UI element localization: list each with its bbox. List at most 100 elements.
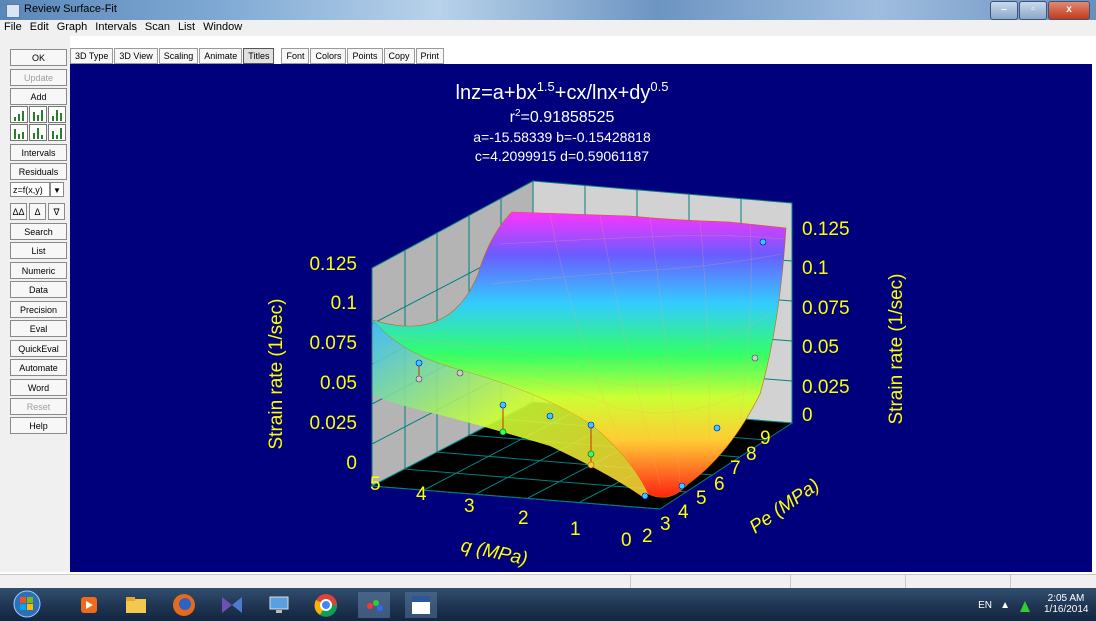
- word-app-icon[interactable]: [405, 592, 437, 618]
- chart-icon-row-1: [10, 106, 67, 123]
- box-edge: [371, 485, 661, 510]
- eval-button[interactable]: Eval: [10, 320, 67, 337]
- word-button[interactable]: Word: [10, 379, 67, 396]
- menu-scan[interactable]: Scan: [144, 21, 170, 33]
- clock-date: 1/16/2014: [1044, 604, 1089, 615]
- residuals-button[interactable]: Residuals: [10, 163, 67, 180]
- numeric-button[interactable]: Numeric: [10, 262, 67, 279]
- parameters-line-1: a=-15.58339 b=-0.15428818: [473, 129, 651, 145]
- bowtie-app-icon[interactable]: [218, 592, 246, 618]
- left-axis-ticks: 0.125 0.1 0.075 0.05 0.025 0: [309, 254, 357, 474]
- left-axis-label: Strain rate (1/sec): [266, 299, 287, 450]
- sort-ascending-button[interactable]: Δ: [29, 203, 46, 220]
- pe-tick-label: 2: [642, 526, 653, 547]
- data-point: [587, 450, 595, 458]
- data-button[interactable]: Data: [10, 281, 67, 298]
- app-icon: [6, 4, 20, 18]
- titles-button[interactable]: Titles: [243, 48, 275, 64]
- data-point: [499, 401, 507, 409]
- font-button[interactable]: Font: [281, 48, 310, 64]
- precision-button[interactable]: Precision: [10, 301, 67, 318]
- clock[interactable]: 2:05 AM 1/16/2014: [1044, 593, 1089, 615]
- menu-intervals[interactable]: Intervals: [95, 21, 137, 33]
- bar-chart-icon[interactable]: [10, 106, 28, 123]
- surface-mesh: [389, 213, 785, 485]
- menu-edit[interactable]: Edit: [29, 21, 49, 33]
- graph-area[interactable]: lnz=a+bx1.5+cx/lnx+dy0.5 r2=0.91858525 a…: [70, 64, 1092, 572]
- q-axis-label: q (MPa): [459, 535, 529, 570]
- menu-graph[interactable]: Graph: [56, 21, 88, 33]
- pe-tick-label: 3: [660, 514, 671, 535]
- bar-chart-icon[interactable]: [29, 106, 47, 123]
- chrome-icon[interactable]: [312, 592, 340, 618]
- left-command-panel: OK Update Add Intervals Residuals z=f(x,…: [0, 36, 70, 572]
- file-explorer-icon[interactable]: [122, 592, 150, 618]
- right-axis-label: Strain rate (1/sec): [886, 274, 907, 425]
- scaling-button[interactable]: Scaling: [158, 48, 199, 64]
- sort-descending-button[interactable]: ∇: [48, 203, 65, 220]
- 3d-type-button[interactable]: 3D Type: [70, 48, 114, 64]
- chart-icon-row-2: [10, 124, 67, 141]
- data-point: [499, 428, 507, 436]
- reset-button[interactable]: Reset: [10, 398, 67, 415]
- print-button[interactable]: Print: [415, 48, 445, 64]
- intervals-button[interactable]: Intervals: [10, 144, 67, 161]
- sort-ascending-double-button[interactable]: ΔΔ: [10, 203, 27, 220]
- window-title-bar[interactable]: Review Surface-Fit – ▫ x: [0, 0, 1096, 20]
- 3d-view-button[interactable]: 3D View: [114, 48, 158, 64]
- surface-front-face: [373, 320, 648, 498]
- ok-button[interactable]: OK: [10, 49, 67, 66]
- animate-button[interactable]: Animate: [199, 48, 243, 64]
- remote-desktop-icon[interactable]: [265, 592, 293, 618]
- data-point: [456, 369, 464, 377]
- bar-chart-icon[interactable]: [29, 124, 47, 141]
- close-button[interactable]: x: [1048, 1, 1090, 20]
- window-title: Review Surface-Fit: [24, 3, 117, 15]
- bar-chart-icon[interactable]: [10, 124, 28, 141]
- menu-bar: File Edit Graph Intervals Scan List Window: [0, 20, 1096, 36]
- automate-button[interactable]: Automate: [10, 359, 67, 376]
- pe-tick-label: 6: [714, 474, 725, 495]
- maximize-button[interactable]: ▫: [1019, 1, 1047, 20]
- pe-axis-label: Pe (MPa): [746, 475, 824, 538]
- pe-tick-label: 4: [678, 502, 689, 523]
- network-flag-icon[interactable]: [1018, 599, 1032, 613]
- menu-file[interactable]: File: [4, 21, 22, 33]
- copy-button[interactable]: Copy: [383, 48, 415, 64]
- list-button[interactable]: List: [10, 242, 67, 259]
- media-player-icon[interactable]: [75, 592, 103, 618]
- menu-window[interactable]: Window: [203, 21, 243, 33]
- data-point: [587, 461, 595, 469]
- function-selector[interactable]: z=f(x,y): [10, 182, 50, 197]
- chevron-down-icon[interactable]: ▼: [50, 182, 64, 197]
- parameters-line-2: c=4.2099915 d=0.59061187: [475, 148, 649, 164]
- left-tick-label: 0.025: [309, 413, 357, 434]
- graph-toolbar: 3D Type 3D View Scaling Animate Titles F…: [70, 48, 445, 64]
- colors-button[interactable]: Colors: [310, 48, 347, 64]
- q-tick-label: 0: [621, 530, 632, 551]
- points-button[interactable]: Points: [347, 48, 383, 64]
- quickeval-button[interactable]: QuickEval: [10, 340, 67, 357]
- tray-expand-icon[interactable]: ▲: [1000, 600, 1010, 611]
- left-tick-label: 0.075: [309, 333, 357, 354]
- minimize-button[interactable]: –: [990, 1, 1018, 20]
- data-points: [415, 238, 767, 500]
- search-button[interactable]: Search: [10, 223, 67, 240]
- right-axis-ticks: 0.125 0.1 0.075 0.05 0.025 0: [802, 219, 850, 426]
- left-tick-label: 0.05: [320, 373, 357, 394]
- update-button[interactable]: Update: [10, 69, 67, 86]
- bar-chart-icon[interactable]: [48, 124, 66, 141]
- surface-fit-app-icon[interactable]: [358, 592, 390, 618]
- bar-chart-icon[interactable]: [48, 106, 66, 123]
- pe-axis-ticks: 2 3 4 5 6 7 8 9: [642, 428, 771, 547]
- add-button[interactable]: Add: [10, 88, 67, 105]
- data-point: [587, 421, 595, 429]
- data-point: [759, 238, 767, 246]
- left-tick-label: 0.1: [331, 293, 357, 314]
- help-button[interactable]: Help: [10, 417, 67, 434]
- language-indicator[interactable]: EN: [978, 600, 992, 611]
- pe-tick-label: 5: [696, 488, 707, 509]
- start-button-icon[interactable]: [12, 589, 42, 619]
- firefox-icon[interactable]: [170, 592, 198, 618]
- menu-list[interactable]: List: [177, 21, 196, 33]
